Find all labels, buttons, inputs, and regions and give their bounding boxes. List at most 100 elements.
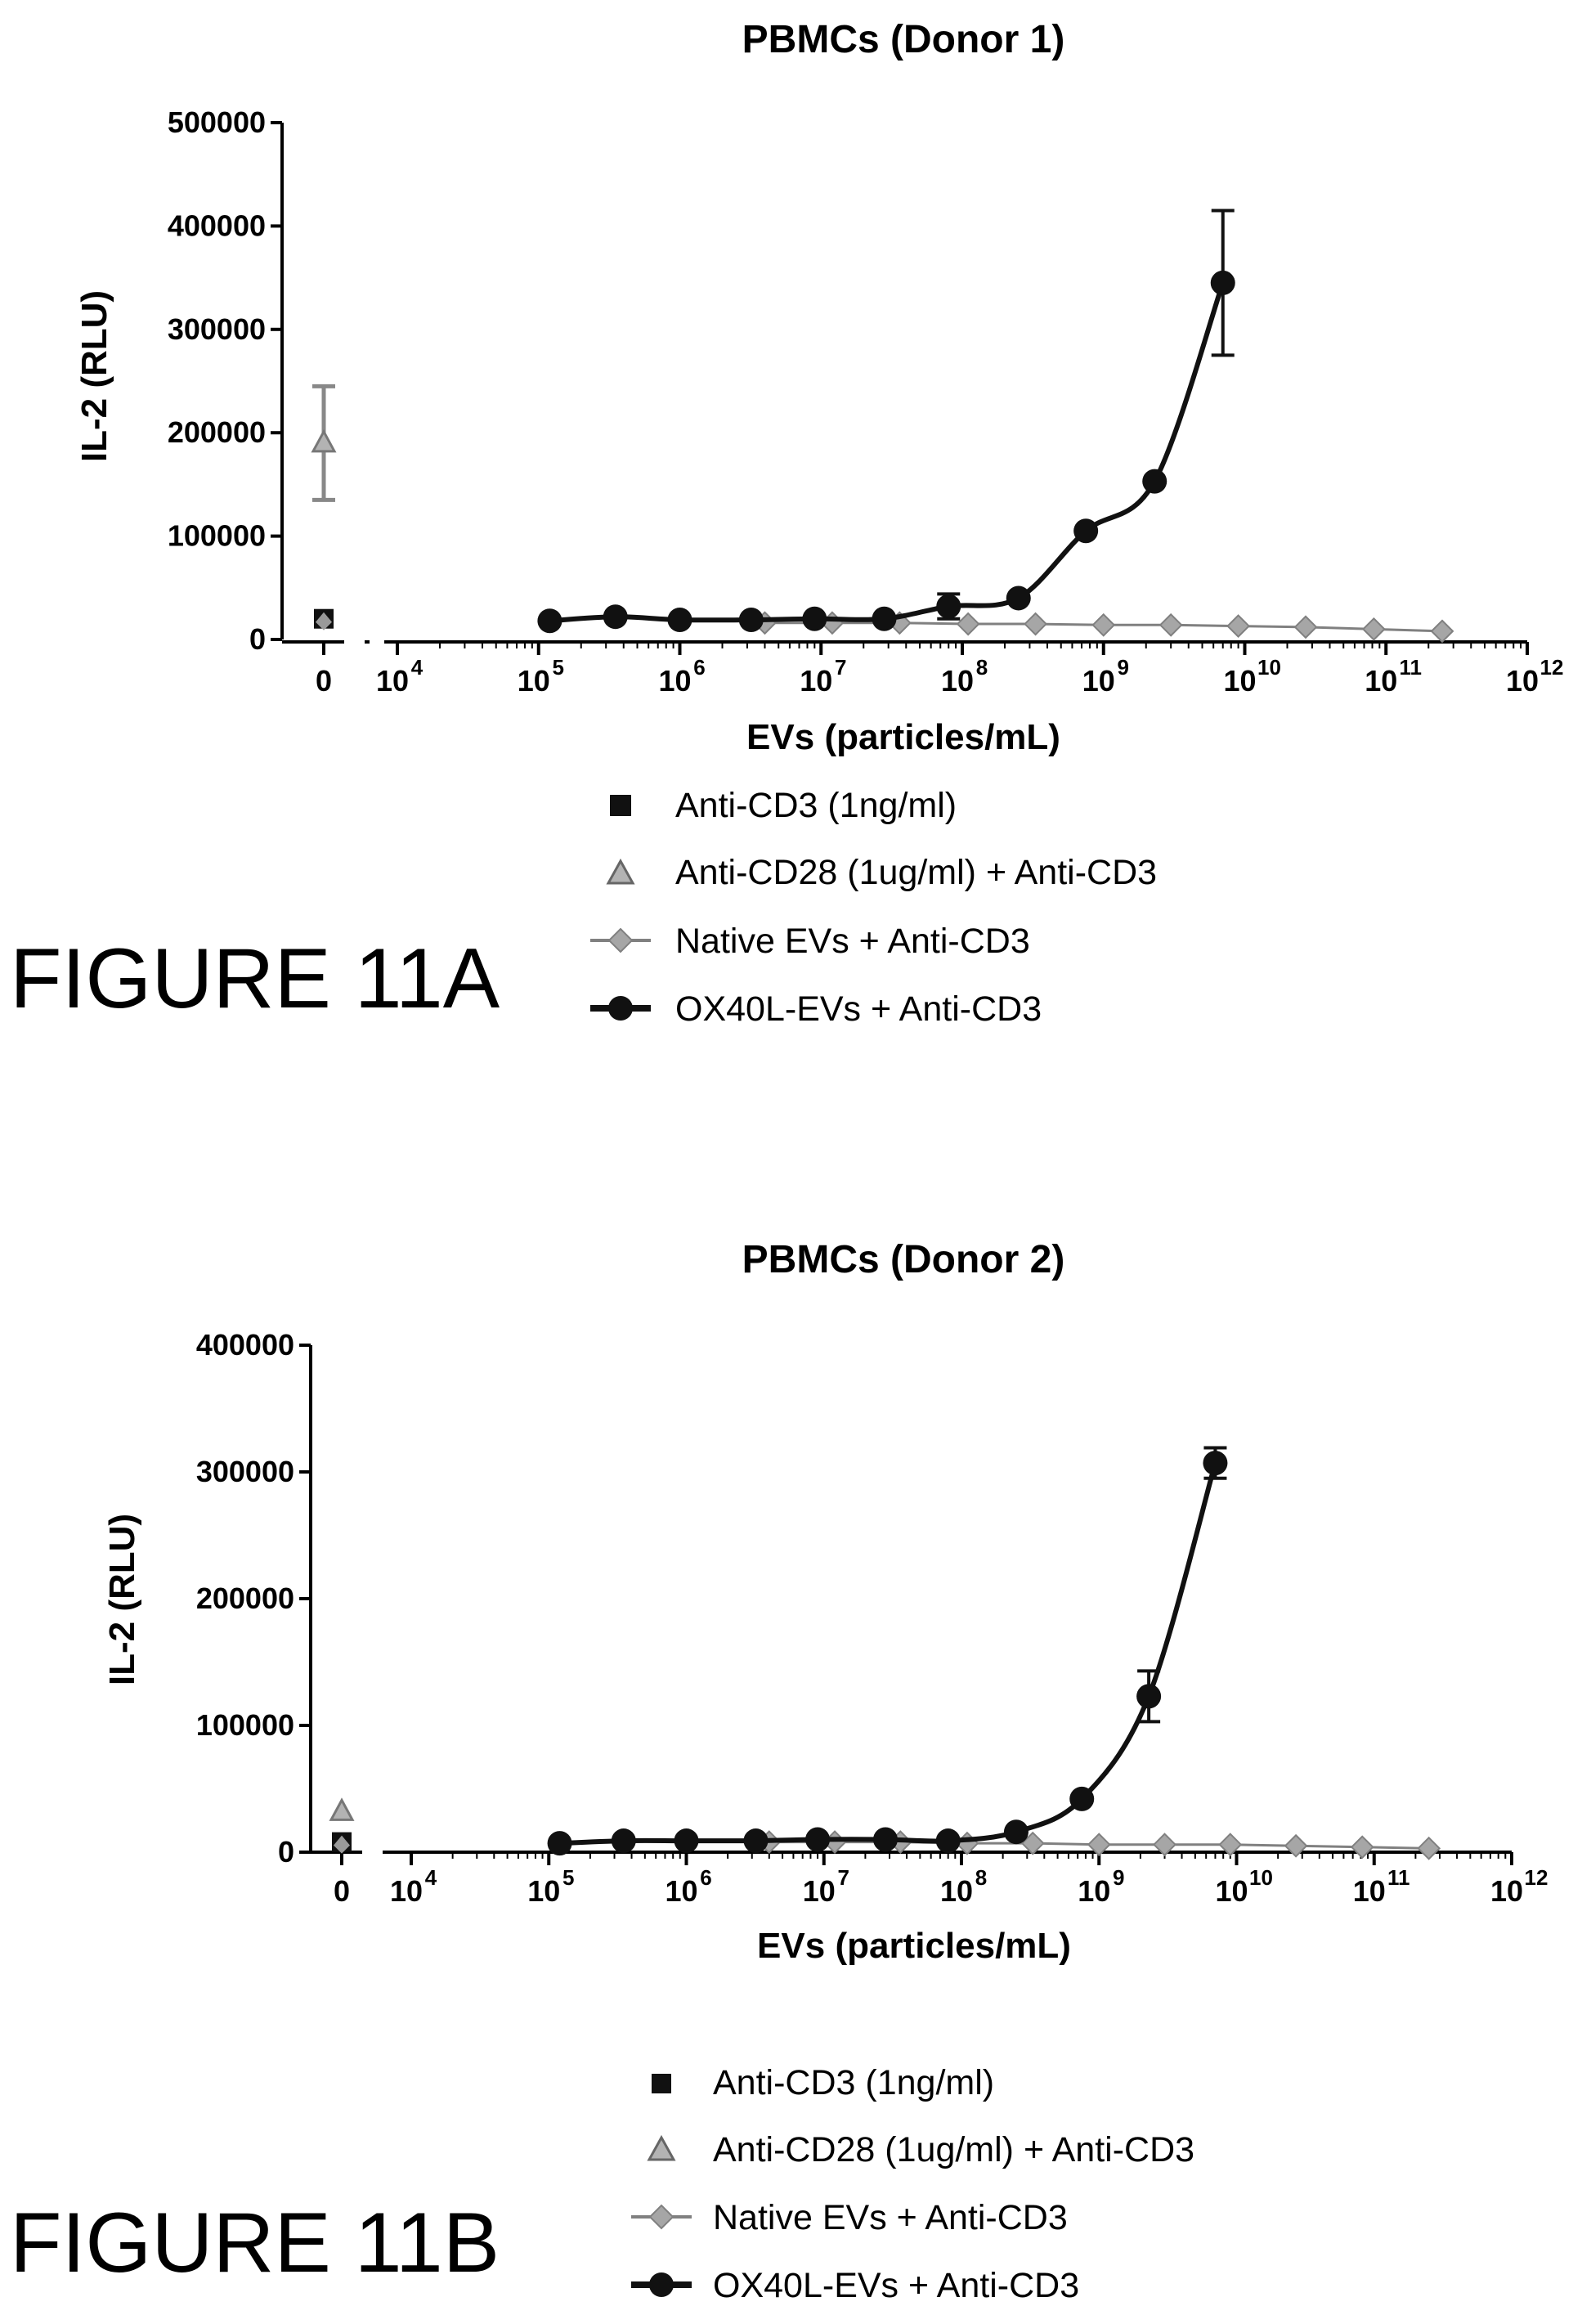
series-point-native bbox=[1293, 615, 1318, 639]
control-point-overlap bbox=[316, 612, 332, 630]
legend-item-anti-cd28: Anti-CD28 (1ug/ml) + Anti-CD3 bbox=[606, 853, 1157, 892]
x-tick-exponent: 11 bbox=[1387, 1865, 1410, 1890]
legend-donor-1: Anti-CD3 (1ng/ml) Anti-CD28 (1ug/ml) + A… bbox=[590, 786, 1157, 1029]
chart-donor-1: PBMCs (Donor 1) EVs (particles/mL) IL-2 … bbox=[74, 18, 1563, 757]
x-tick-exponent: 4 bbox=[411, 655, 424, 680]
series-point-ox40l bbox=[1136, 1684, 1162, 1709]
x-tick-label: 10 bbox=[1365, 664, 1397, 698]
diamond-icon bbox=[648, 2204, 674, 2230]
legend-donor-2: Anti-CD3 (1ng/ml) Anti-CD28 (1ug/ml) + A… bbox=[631, 2063, 1194, 2305]
series-point-ox40l bbox=[611, 1828, 636, 1854]
x-tick-exponent: 11 bbox=[1400, 655, 1423, 680]
circle-icon bbox=[608, 996, 633, 1021]
x-tick-label: 10 bbox=[527, 1874, 560, 1908]
x-tick-label: 10 bbox=[1490, 1874, 1523, 1908]
legend-item-anti-cd3: Anti-CD3 (1ng/ml) bbox=[652, 2063, 994, 2102]
triangle-icon bbox=[606, 858, 635, 885]
x-tick-exponent: 4 bbox=[425, 1865, 437, 1890]
x-tick-label: 10 bbox=[800, 664, 832, 698]
chart-title: PBMCs (Donor 1) bbox=[742, 18, 1065, 61]
series-point-native bbox=[1153, 1833, 1176, 1857]
y-tick-label: 500000 bbox=[168, 105, 266, 139]
x-tick-exponent: 6 bbox=[693, 655, 705, 680]
y-tick-label: 0 bbox=[249, 622, 266, 656]
x-tick-exponent: 8 bbox=[976, 655, 988, 680]
series-point-ox40l bbox=[547, 1831, 572, 1856]
series-point-ox40l bbox=[1210, 270, 1235, 295]
x-tick-exponent: 9 bbox=[1113, 1865, 1124, 1890]
y-axis-label: IL-2 (RLU) bbox=[102, 1514, 142, 1685]
series-point-native bbox=[1430, 619, 1454, 644]
x-tick-label: 10 bbox=[658, 664, 691, 698]
x-tick-label: 10 bbox=[1082, 664, 1115, 698]
series-point-ox40l bbox=[872, 606, 897, 631]
chart-title: PBMCs (Donor 2) bbox=[742, 1238, 1065, 1281]
y-tick-label: 100000 bbox=[196, 1708, 294, 1742]
y-tick-label: 300000 bbox=[196, 1455, 294, 1488]
x-tick-exponent: 7 bbox=[838, 1865, 849, 1890]
x-tick-label: 10 bbox=[1078, 1874, 1110, 1908]
series-point-native bbox=[1024, 612, 1047, 636]
series-point-ox40l bbox=[674, 1828, 699, 1854]
legend-label: Anti-CD28 (1ug/ml) + Anti-CD3 bbox=[713, 2130, 1194, 2169]
series-point-native bbox=[1350, 1835, 1374, 1860]
series-point-native bbox=[1020, 1831, 1045, 1855]
series-point-ox40l bbox=[935, 1828, 961, 1854]
legend-label: Anti-CD3 (1ng/ml) bbox=[675, 786, 957, 825]
y-tick-label: 200000 bbox=[168, 415, 266, 449]
x-tick-exponent: 6 bbox=[700, 1865, 711, 1890]
series-point-ox40l bbox=[805, 1827, 831, 1852]
legend-label: Anti-CD28 (1ug/ml) + Anti-CD3 bbox=[675, 853, 1157, 892]
y-tick-label: 400000 bbox=[196, 1328, 294, 1362]
triangle-icon bbox=[647, 2134, 676, 2161]
series-point-ox40l bbox=[802, 606, 827, 631]
series-point-ox40l bbox=[1069, 1786, 1095, 1811]
series-point-ox40l bbox=[1003, 1819, 1029, 1845]
x-tick-label: 10 bbox=[803, 1874, 836, 1908]
x-tick-label: 0 bbox=[334, 1874, 350, 1908]
y-tick-label: 100000 bbox=[168, 519, 266, 553]
x-tick-exponent: 9 bbox=[1118, 655, 1129, 680]
x-tick-exponent: 10 bbox=[1257, 655, 1281, 680]
x-axis-label: EVs (particles/mL) bbox=[746, 717, 1060, 757]
x-tick-exponent: 5 bbox=[562, 1865, 574, 1890]
series-line-ox40l bbox=[549, 281, 1226, 624]
x-tick-label: 10 bbox=[1353, 1874, 1386, 1908]
x-tick-exponent: 10 bbox=[1249, 1865, 1273, 1890]
series-point-ox40l bbox=[603, 604, 628, 630]
y-tick-label: 200000 bbox=[196, 1581, 294, 1615]
figure-label: FIGURE 11A bbox=[10, 931, 500, 1026]
control-point-anti-cd28 bbox=[311, 428, 337, 453]
legend-item-anti-cd3: Anti-CD3 (1ng/ml) bbox=[610, 786, 957, 825]
series-point-native bbox=[1417, 1836, 1441, 1860]
series-point-ox40l bbox=[936, 594, 961, 619]
series-point-ox40l bbox=[743, 1828, 769, 1854]
x-tick-label: 10 bbox=[376, 664, 409, 698]
x-tick-label: 10 bbox=[940, 1874, 973, 1908]
x-tick-exponent: 12 bbox=[1525, 1865, 1548, 1890]
control-point-overlap bbox=[334, 1835, 350, 1854]
series-line-ox40l bbox=[559, 1462, 1218, 1846]
series-point-ox40l bbox=[1006, 585, 1031, 611]
x-tick-label: 10 bbox=[665, 1874, 697, 1908]
diamond-icon bbox=[607, 927, 634, 953]
series-point-ox40l bbox=[1142, 469, 1167, 494]
legend-item-ox40l-evs: OX40L-EVs + Anti-CD3 bbox=[631, 2266, 1079, 2305]
series-point-native bbox=[1361, 617, 1386, 641]
x-tick-exponent: 8 bbox=[975, 1865, 987, 1890]
series-point-ox40l bbox=[1203, 1451, 1228, 1476]
series-point-native bbox=[1226, 614, 1251, 638]
y-tick-label: 0 bbox=[278, 1835, 294, 1869]
circle-icon bbox=[649, 2272, 674, 2297]
series-point-ox40l bbox=[537, 608, 562, 634]
y-tick-label: 300000 bbox=[168, 312, 266, 346]
legend-item-ox40l-evs: OX40L-EVs + Anti-CD3 bbox=[590, 989, 1042, 1029]
legend-label: Native EVs + Anti-CD3 bbox=[713, 2198, 1068, 2237]
x-tick-exponent: 7 bbox=[835, 655, 846, 680]
x-tick-label: 10 bbox=[1506, 664, 1539, 698]
x-tick-label: 10 bbox=[1215, 1874, 1248, 1908]
series-point-native bbox=[1284, 1833, 1308, 1858]
series-point-native bbox=[1091, 612, 1116, 637]
